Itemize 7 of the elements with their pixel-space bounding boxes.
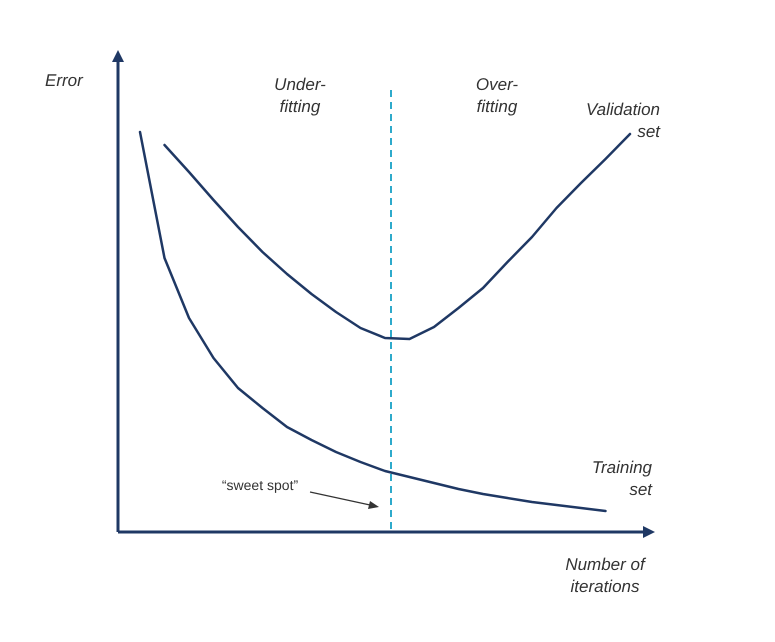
series-label: Training set xyxy=(592,458,654,499)
x-axis-title: Number of iterations xyxy=(565,555,647,596)
annotation: “sweet spot” xyxy=(222,477,298,493)
series-label: Validation set xyxy=(586,100,662,141)
text: Over-fitting xyxy=(476,75,518,116)
text: Under-fitting xyxy=(274,75,326,116)
y-axis-title: Error xyxy=(45,71,84,90)
